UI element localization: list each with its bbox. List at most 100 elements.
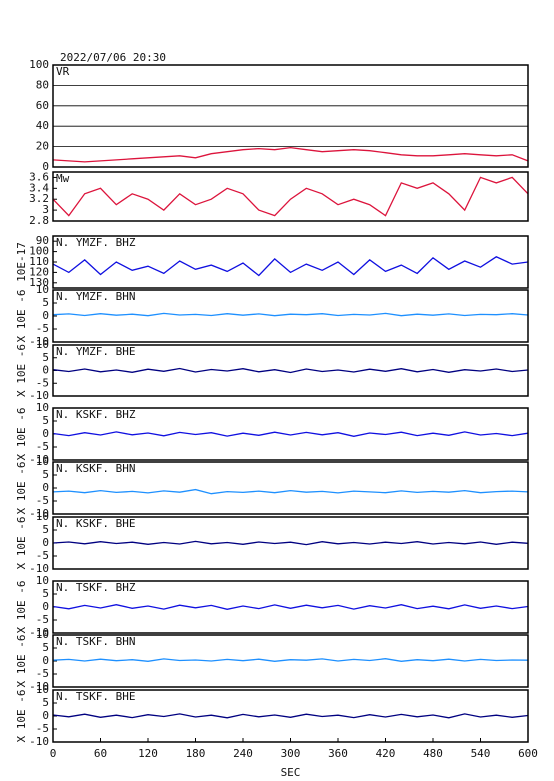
- y-tick-label: 0: [42, 481, 49, 494]
- y-tick-label: 10: [36, 401, 49, 414]
- y-tick-label: 5: [42, 414, 49, 427]
- y-tick-label: 3.4: [29, 181, 49, 194]
- y-tick-label: 10: [36, 455, 49, 468]
- y-tick-label: -5: [36, 494, 49, 507]
- panel-label: N. KSKF. BHN: [56, 462, 135, 475]
- data-line: [52, 176, 529, 217]
- x-tick-label: 480: [423, 747, 443, 760]
- y-axis-label: X 10E -6: [15, 690, 28, 743]
- panel-frame: [52, 461, 529, 515]
- y-tick-label: -10: [29, 507, 49, 520]
- x-axis-label: SEC: [281, 766, 301, 779]
- y-axis-label: X 10E -6: [15, 408, 28, 461]
- panel-frame: [52, 235, 529, 289]
- panel-label: VR: [56, 65, 70, 78]
- panel-label: N. YMZF. BHE: [56, 345, 135, 358]
- panel-label: N. TSKF. BHE: [56, 690, 135, 703]
- panel-frame: [52, 171, 529, 222]
- y-tick-label: 3: [42, 203, 49, 216]
- y-tick-label: 110: [29, 255, 49, 268]
- x-tick-label: 0: [50, 747, 57, 760]
- y-tick-label: -10: [29, 562, 49, 575]
- y-tick-label: 5: [42, 587, 49, 600]
- y-tick-label: -5: [36, 549, 49, 562]
- y-tick-label: 3.2: [29, 192, 49, 205]
- y-tick-label: -5: [36, 376, 49, 389]
- x-tick-label: 540: [471, 747, 491, 760]
- data-line: [52, 713, 529, 719]
- y-tick-label: -5: [36, 667, 49, 680]
- y-axis-label: 10E-17: [15, 242, 28, 282]
- data-line: [52, 312, 529, 317]
- y-tick-label: 5: [42, 641, 49, 654]
- data-line: [52, 604, 529, 610]
- panel-label: N. KSKF. BHE: [56, 517, 135, 530]
- y-tick-label: 2.8: [29, 214, 49, 227]
- x-tick-label: 360: [328, 747, 348, 760]
- y-tick-label: -5: [36, 440, 49, 453]
- y-tick-label: 0: [42, 600, 49, 613]
- x-tick-label: 600: [518, 747, 538, 760]
- x-tick-label: 420: [376, 747, 396, 760]
- data-line: [52, 488, 529, 495]
- y-axis-label: X 10E -6: [15, 462, 28, 515]
- panel-frame: [52, 64, 529, 168]
- y-tick-label: 100: [29, 245, 49, 258]
- x-tick-label: 240: [233, 747, 253, 760]
- y-tick-label: 5: [42, 296, 49, 309]
- y-tick-label: -10: [29, 680, 49, 693]
- y-tick-label: 90: [36, 234, 49, 247]
- panel-label: N. YMZF. BHZ: [56, 236, 136, 249]
- y-tick-label: -10: [29, 453, 49, 466]
- y-tick-label: 130: [29, 276, 49, 289]
- y-tick-label: -5: [36, 722, 49, 735]
- y-tick-label: 5: [42, 468, 49, 481]
- data-line: [52, 367, 529, 374]
- y-tick-label: 80: [36, 78, 49, 91]
- y-tick-label: 10: [36, 683, 49, 696]
- y-tick-label: 0: [42, 364, 49, 377]
- panel-label: N. YMZF. BHN: [56, 290, 135, 303]
- y-tick-label: 60: [36, 99, 49, 112]
- x-tick-label: 60: [94, 747, 107, 760]
- panel-frame: [52, 289, 529, 343]
- y-tick-label: 0: [42, 709, 49, 722]
- y-axis-label: X 10E -6: [15, 635, 28, 688]
- y-tick-label: 10: [36, 574, 49, 587]
- y-tick-label: 5: [42, 696, 49, 709]
- panel-frame: [52, 634, 529, 688]
- y-tick-label: 0: [42, 309, 49, 322]
- panel-frame: [52, 407, 529, 461]
- y-axis-label: X 10E -6: [15, 290, 28, 343]
- y-tick-label: 0: [42, 536, 49, 549]
- y-tick-label: -10: [29, 735, 49, 748]
- y-tick-label: -10: [29, 626, 49, 639]
- data-line: [52, 146, 529, 163]
- x-tick-label: 120: [138, 747, 158, 760]
- data-line: [52, 540, 529, 546]
- data-line: [52, 431, 529, 437]
- y-tick-label: 0: [42, 654, 49, 667]
- data-line: [52, 658, 529, 662]
- y-tick-label: 3.6: [29, 170, 49, 183]
- y-axis-label: X 10E -6: [15, 581, 28, 634]
- y-tick-label: -5: [36, 322, 49, 335]
- data-line: [52, 256, 529, 277]
- panel-frame: [52, 516, 529, 570]
- y-tick-label: -10: [29, 389, 49, 402]
- y-tick-label: 10: [36, 283, 49, 296]
- panel-frame: [52, 344, 529, 397]
- panel-label: N. KSKF. BHZ: [56, 408, 136, 421]
- panel-label: N. TSKF. BHN: [56, 635, 135, 648]
- y-tick-label: 10: [36, 628, 49, 641]
- y-tick-label: 120: [29, 265, 49, 278]
- y-tick-label: 10: [36, 510, 49, 523]
- y-axis-label: X 10E -6: [15, 344, 28, 397]
- y-tick-label: 5: [42, 351, 49, 364]
- y-tick-label: 100: [29, 58, 49, 71]
- x-tick-label: 180: [186, 747, 206, 760]
- panel-frame: [52, 580, 529, 634]
- y-tick-label: 20: [36, 140, 49, 153]
- y-tick-label: 10: [36, 338, 49, 351]
- y-tick-label: 0: [42, 427, 49, 440]
